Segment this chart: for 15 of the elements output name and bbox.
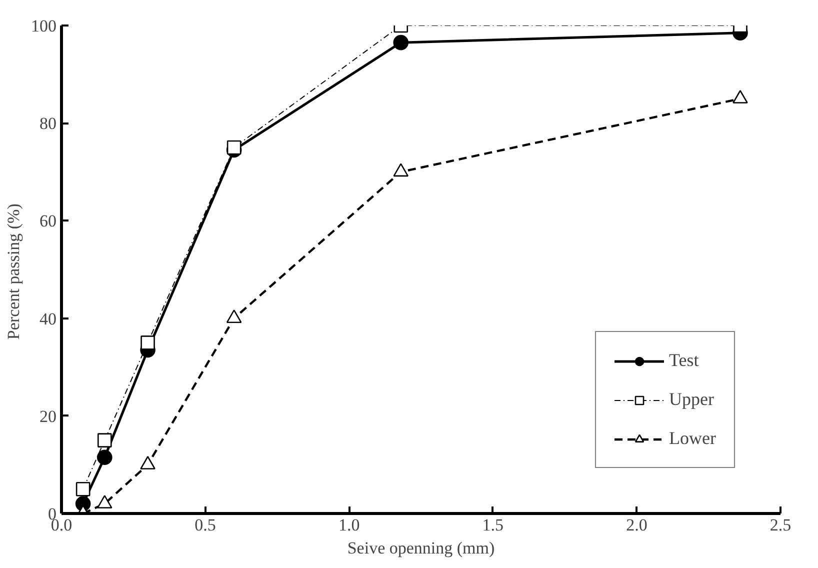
y-tick-label: 40 [40, 309, 56, 328]
x-tick-label: 2.5 [770, 516, 792, 534]
y-tick-label: 20 [40, 406, 56, 426]
x-tick-label: 1.0 [338, 516, 360, 534]
y-tick-label: 60 [40, 212, 56, 231]
y-axis-title: Percent passing (%) [4, 204, 23, 340]
x-tick-label: 0.5 [194, 516, 216, 534]
x-tick-label: 1.5 [482, 516, 504, 534]
y-tick-label: 100 [31, 16, 56, 36]
x-tick-label: 2.0 [626, 516, 648, 534]
legend-label: Upper [669, 389, 714, 410]
x-axis-title: Seive openning (mm) [347, 538, 495, 558]
legend-label: Test [669, 350, 699, 371]
legend-label: Lower [669, 428, 716, 449]
y-tick-label: 80 [40, 114, 56, 134]
